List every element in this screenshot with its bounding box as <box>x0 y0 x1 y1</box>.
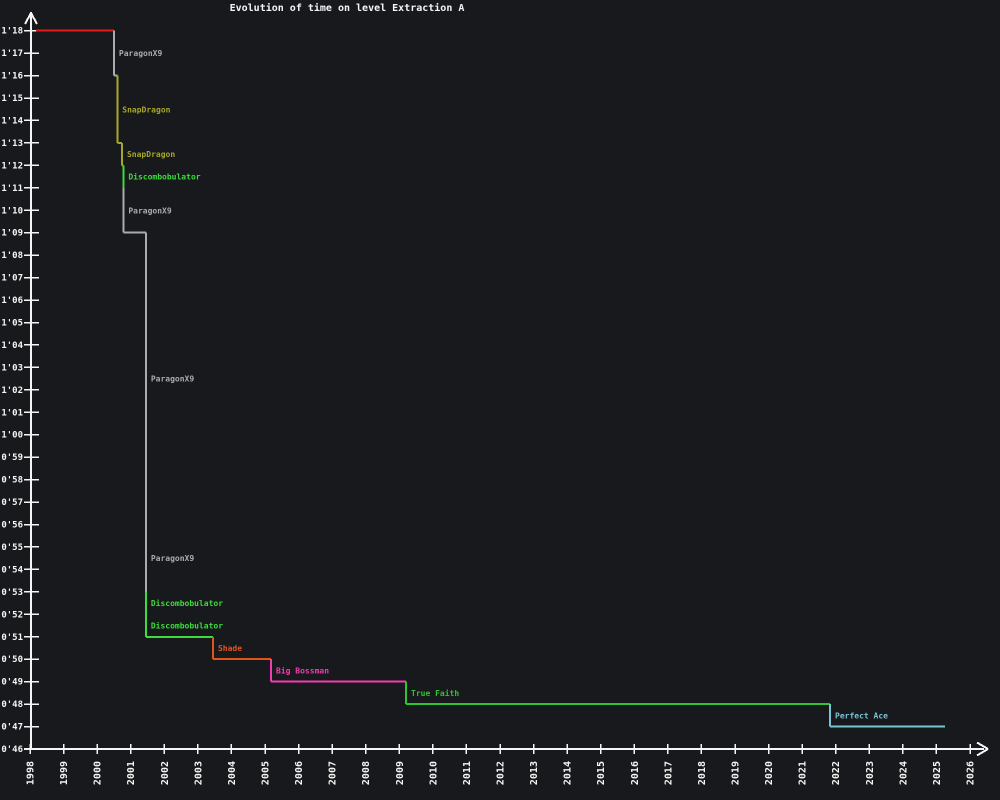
y-tick-label: 1'12 <box>1 161 23 171</box>
y-tick-label: 0'53 <box>1 588 23 598</box>
x-tick-label: 2021 <box>798 761 809 785</box>
record-label: Shade <box>218 644 242 653</box>
y-tick-label: 0'49 <box>1 678 23 688</box>
x-tick-label: 2024 <box>898 761 909 785</box>
y-tick-label: 0'58 <box>1 476 23 486</box>
x-tick-label: 2013 <box>529 761 540 785</box>
x-tick-label: 2009 <box>395 761 406 785</box>
y-axis-arrow-icon <box>24 12 32 25</box>
x-tick-label: 2003 <box>193 761 204 785</box>
y-tick-label: 1'10 <box>1 206 23 216</box>
y-tick-label: 0'59 <box>1 453 23 463</box>
y-tick-label: 1'17 <box>1 49 23 59</box>
record-label: True Faith <box>411 688 459 698</box>
y-tick-label: 1'02 <box>1 386 23 396</box>
y-tick-label: 1'05 <box>1 319 23 329</box>
x-tick-label: 2023 <box>865 761 876 785</box>
x-tick-label: 2008 <box>361 761 372 785</box>
y-tick-label: 1'00 <box>1 431 23 441</box>
record-label: ParagonX9 <box>128 206 172 215</box>
x-tick-label: 2010 <box>428 761 439 785</box>
record-label: Big Bossman <box>276 665 329 675</box>
y-tick-label: 1'13 <box>1 139 23 149</box>
y-tick-label: 1'01 <box>1 408 23 418</box>
x-tick-label: 2017 <box>663 761 674 785</box>
x-tick-label: 2005 <box>261 761 272 785</box>
x-tick-label: 2020 <box>764 761 775 785</box>
x-axis-arrow-icon <box>976 748 989 757</box>
y-tick-label: 0'54 <box>1 565 23 575</box>
y-axis-arrow-icon <box>30 12 38 25</box>
y-tick-label: 0'46 <box>1 745 23 755</box>
x-tick-label: 2022 <box>831 761 842 785</box>
x-tick-label: 2014 <box>563 761 574 785</box>
y-tick-label: 0'55 <box>1 543 23 553</box>
y-tick-label: 0'56 <box>1 521 23 531</box>
x-tick-label: 2016 <box>630 761 641 785</box>
x-tick-label: 2011 <box>462 761 473 785</box>
record-label: Discombobulator <box>128 172 200 182</box>
x-tick-label: 2002 <box>160 761 171 785</box>
x-tick-label: 2000 <box>93 761 104 785</box>
x-tick-label: 2015 <box>596 761 607 785</box>
y-tick-label: 0'52 <box>1 610 23 620</box>
y-tick-label: 1'08 <box>1 251 23 261</box>
x-tick-label: 2001 <box>126 761 137 785</box>
y-tick-label: 1'03 <box>1 363 23 373</box>
x-tick-label: 2004 <box>227 761 238 785</box>
y-tick-label: 1'16 <box>1 72 23 82</box>
y-tick-label: 0'50 <box>1 655 23 665</box>
x-tick-label: 2006 <box>294 761 305 785</box>
chart-title: Evolution of time on level Extraction A <box>229 3 465 14</box>
y-tick-label: 1'07 <box>1 274 23 284</box>
record-label: Discombobulator <box>151 621 223 631</box>
y-tick-label: 0'51 <box>1 633 23 643</box>
record-label: ParagonX9 <box>151 375 195 384</box>
y-tick-label: 1'06 <box>1 296 23 306</box>
x-tick-label: 1999 <box>59 761 70 785</box>
record-label: ParagonX9 <box>151 554 195 563</box>
y-tick-label: 1'04 <box>1 341 23 351</box>
y-tick-label: 1'11 <box>1 184 23 194</box>
y-tick-label: 1'14 <box>1 116 23 126</box>
x-tick-label: 2018 <box>697 761 708 785</box>
x-tick-label: 2026 <box>966 761 977 785</box>
x-tick-label: 2007 <box>328 761 339 785</box>
y-tick-label: 0'47 <box>1 723 23 733</box>
y-tick-label: 1'15 <box>1 94 23 104</box>
record-label: SnapDragon <box>127 150 175 159</box>
x-tick-label: 2019 <box>731 761 742 785</box>
y-tick-label: 0'57 <box>1 498 23 508</box>
x-tick-label: 2025 <box>932 761 943 785</box>
x-tick-label: 2012 <box>496 761 507 785</box>
y-tick-label: 1'18 <box>1 27 23 37</box>
x-tick-label: 1998 <box>26 761 37 785</box>
record-label: ParagonX9 <box>119 49 163 58</box>
record-label: Perfect Ace <box>835 711 888 720</box>
x-axis-arrow-icon <box>976 741 989 750</box>
y-tick-label: 0'48 <box>1 700 23 710</box>
y-tick-label: 1'09 <box>1 229 23 239</box>
record-label: SnapDragon <box>122 105 170 114</box>
record-label: Discombobulator <box>151 598 223 608</box>
